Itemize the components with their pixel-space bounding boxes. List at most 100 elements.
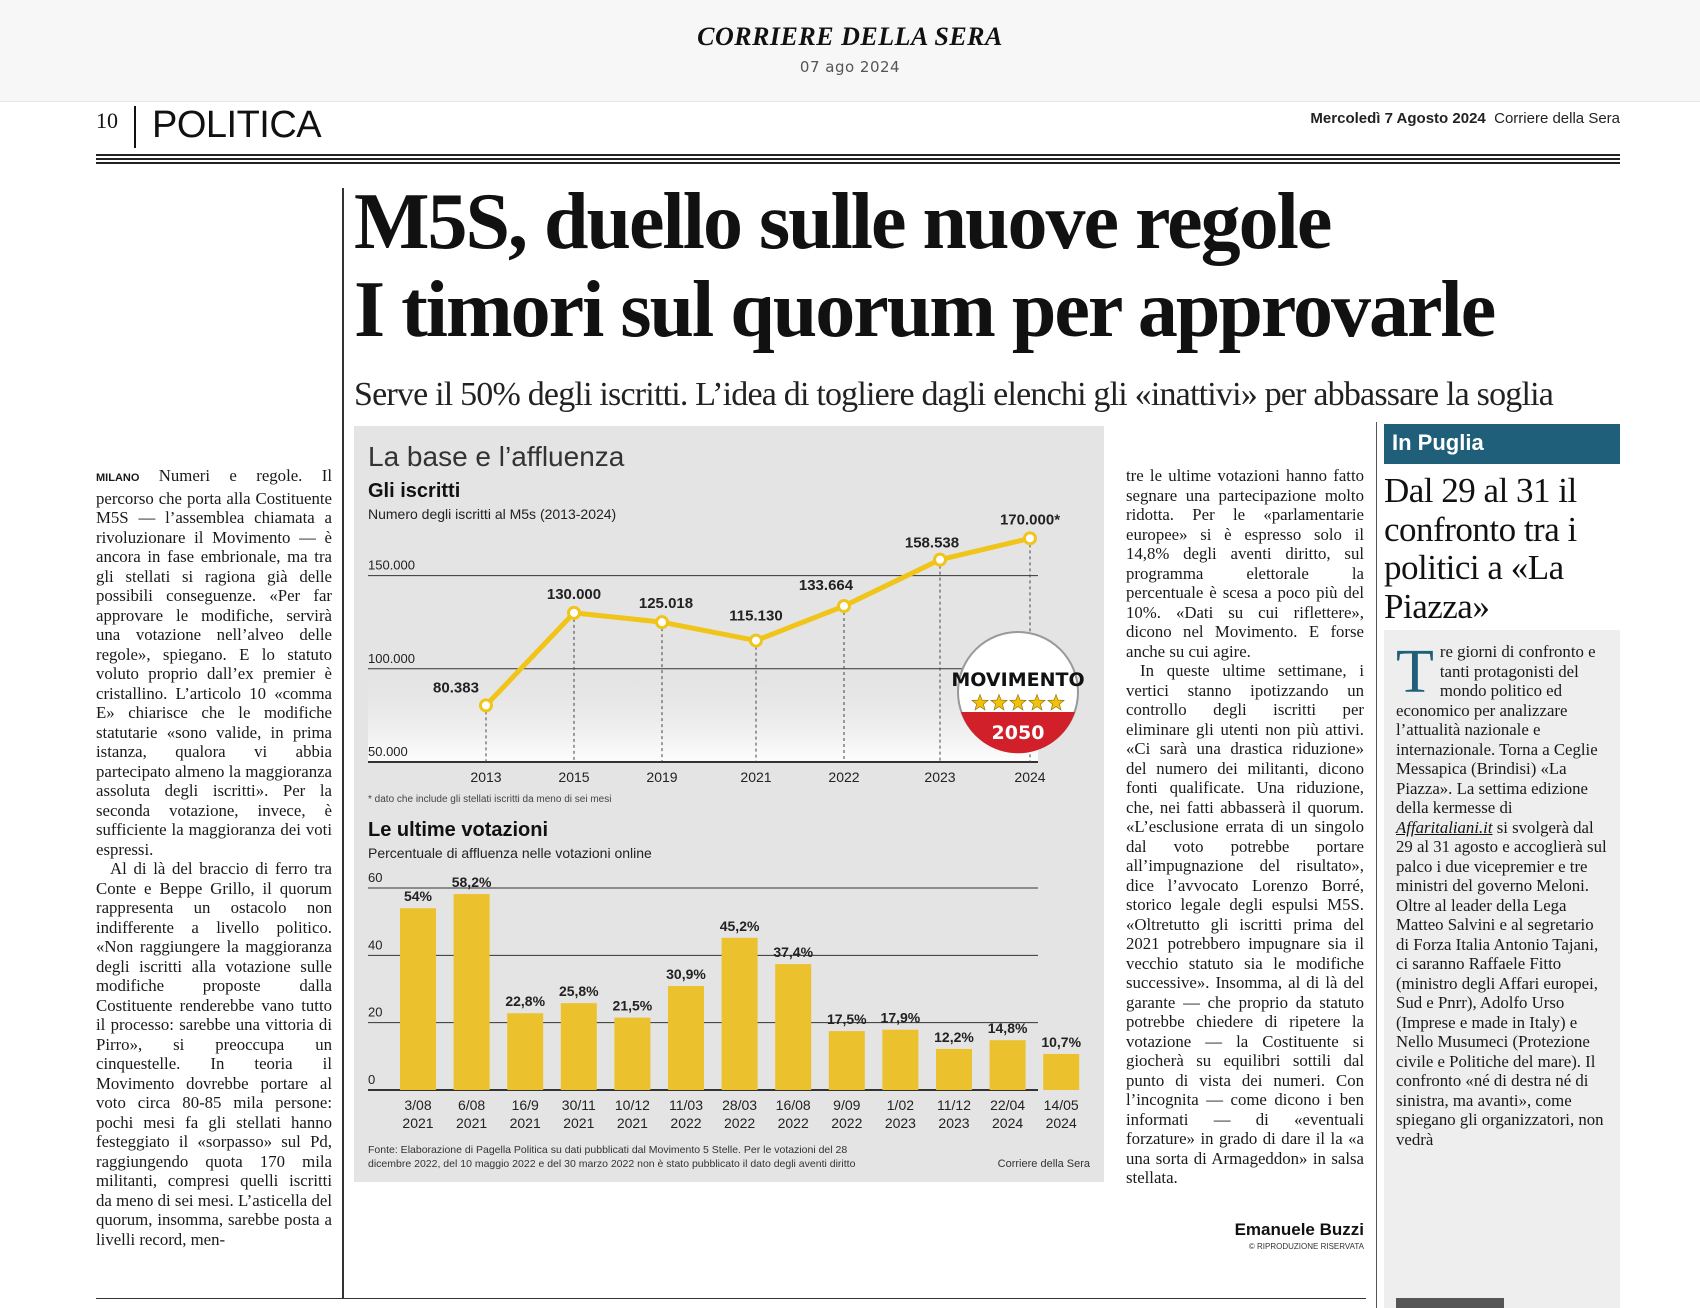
bar-data-label: 45,2%	[720, 918, 760, 934]
article-paragraph: tre le ultime votazioni hanno fatto segn…	[1126, 466, 1364, 661]
bar-xtick-label: 16/08	[776, 1097, 811, 1113]
line-point	[1023, 531, 1037, 546]
line-ytick-label: 100.000	[368, 651, 415, 666]
dateline-paper: Corriere della Sera	[1494, 110, 1620, 127]
location-tag: MILANO	[96, 472, 140, 484]
bar	[1043, 1053, 1080, 1090]
article-paragraph: In queste ultime settimane, i vertici st…	[1126, 661, 1364, 1187]
bar-xtick-label: 2021	[456, 1115, 487, 1131]
bar-xtick-label: 2022	[670, 1115, 701, 1131]
line-xtick-label: 2023	[924, 769, 955, 785]
bar-xtick-label: 16/9	[512, 1097, 539, 1113]
sidebar-label: In Puglia	[1384, 424, 1620, 464]
bar-xtick-label: 11/03	[669, 1097, 703, 1113]
header-rule	[96, 162, 1620, 164]
section-title: POLITICA	[152, 104, 322, 146]
bar-chart-title: Le ultime votazioni	[368, 819, 548, 841]
bar	[989, 1040, 1026, 1090]
line-data-label: 133.664	[799, 577, 854, 594]
line-chart-fade	[368, 666, 1038, 762]
bar-data-label: 14,8%	[988, 1020, 1028, 1036]
bar-xtick-label: 30/11	[562, 1097, 596, 1113]
bar-data-label: 10,7%	[1041, 1034, 1081, 1050]
bar-xtick-label: 2022	[778, 1115, 809, 1131]
bar-xtick-label: 2021	[402, 1115, 433, 1131]
line-xtick-label: 2024	[1014, 769, 1045, 785]
line-point	[479, 698, 493, 713]
bar-xtick-label: 2024	[992, 1115, 1023, 1131]
logo-stars	[971, 693, 1065, 711]
graphic-source: Fonte: Elaborazione di Pagella Politica …	[368, 1144, 856, 1170]
logo-text: MOVIMENTO	[951, 669, 1084, 691]
column-divider	[1376, 422, 1377, 1308]
line-chart-subtitle: Numero degli iscritti al M5s (2013-2024)	[368, 506, 616, 522]
bar	[614, 1017, 651, 1090]
article-column-1: MILANO Numeri e regole. Il percorso che …	[96, 466, 332, 1249]
affaritaliani-link[interactable]: Affaritaliani.it	[1396, 817, 1493, 837]
article-paragraph: Al di là del braccio di ferro tra Conte …	[96, 859, 332, 1249]
page-dateline: Mercoledì 7 Agosto 2024 Corriere della S…	[1310, 110, 1620, 127]
line-point	[933, 552, 947, 567]
logo-star	[990, 693, 1008, 711]
logo-year: 2050	[992, 722, 1045, 744]
line-data-label: 130.000	[547, 586, 601, 603]
article-byline: Emanuele Buzzi	[1234, 1220, 1364, 1239]
bar-xtick-label: 10/12	[615, 1097, 650, 1113]
graphic-credit: Corriere della Sera	[998, 1158, 1091, 1170]
line-xtick-label: 2019	[646, 769, 677, 785]
masthead[interactable]: CORRIERE DELLA SERA	[697, 22, 1003, 51]
bar	[453, 894, 490, 1090]
infographic-svg: La base e l’affluenza Gli iscritti Numer…	[368, 441, 1091, 1170]
bar-xtick-label: 22/04	[990, 1097, 1025, 1113]
bar	[936, 1048, 972, 1090]
viewer-header: CORRIERE DELLA SERA 07 ago 2024	[0, 0, 1700, 102]
logo-star	[1009, 693, 1027, 711]
bar-xtick-label: 11/12	[937, 1097, 971, 1113]
bar	[721, 937, 758, 1090]
bar-data-label: 30,9%	[666, 966, 706, 982]
bar-data-label: 58,2%	[452, 874, 492, 890]
sidebar-text: re giorni di confronto e tanti protagoni…	[1396, 642, 1598, 817]
bar-data-label: 37,4%	[773, 944, 813, 960]
line-chart-note: * dato che include gli stellati iscritti…	[368, 794, 611, 805]
sidebar-title: Dal 29 al 31 il confronto tra i politici…	[1384, 471, 1577, 626]
bar-xtick-label: 2024	[1046, 1115, 1077, 1131]
bar-xtick-label: 6/08	[458, 1097, 485, 1113]
line-chart-title: Gli iscritti	[368, 480, 460, 502]
page-number: 10	[96, 108, 118, 133]
issue-date: 07 ago 2024	[799, 58, 901, 76]
logo-star	[971, 693, 989, 711]
line-data-label: 125.018	[639, 595, 693, 612]
header-rule	[96, 158, 1620, 160]
graphic-title: La base e l’affluenza	[368, 441, 625, 472]
bar-xtick-label: 2021	[563, 1115, 594, 1131]
bar-ytick-label: 20	[368, 1005, 382, 1020]
paragraph-text: Numeri e regole. Il percorso che porta a…	[96, 466, 333, 859]
line-point	[749, 633, 763, 648]
bar-xtick-label: 2021	[510, 1115, 541, 1131]
line-xtick-label: 2015	[558, 769, 589, 785]
line-ytick-label: 50.000	[368, 744, 408, 759]
bar-data-label: 21,5%	[613, 998, 653, 1014]
article-headline: M5S, duello sulle nuove regole I timori …	[354, 178, 1644, 354]
bar	[560, 1003, 597, 1090]
m5s-logo: MOVIMENTO 2050	[951, 631, 1085, 754]
bar-data-label: 25,8%	[559, 983, 599, 999]
header-rule	[96, 154, 1620, 156]
bar	[828, 1031, 865, 1090]
bar-ytick-label: 60	[368, 870, 382, 885]
bar-xtick-label: 3/08	[404, 1097, 431, 1113]
bar	[882, 1029, 919, 1090]
source-line: Fonte: Elaborazione di Pagella Politica …	[368, 1144, 847, 1156]
bar-xtick-label: 2022	[724, 1115, 755, 1131]
bar	[668, 985, 704, 1090]
line-ytick-label: 150.000	[368, 558, 415, 573]
line-point	[655, 615, 669, 630]
line-data-label: 80.383	[433, 679, 479, 696]
dateline-date: Mercoledì 7 Agosto 2024	[1310, 110, 1486, 127]
line-point	[837, 599, 851, 614]
bar-chart-subtitle: Percentuale di affluenza nelle votazioni…	[368, 845, 652, 861]
line-xtick-label: 2022	[828, 769, 859, 785]
line-data-label: 115.130	[729, 608, 782, 625]
bar-xtick-label: 2022	[831, 1115, 862, 1131]
